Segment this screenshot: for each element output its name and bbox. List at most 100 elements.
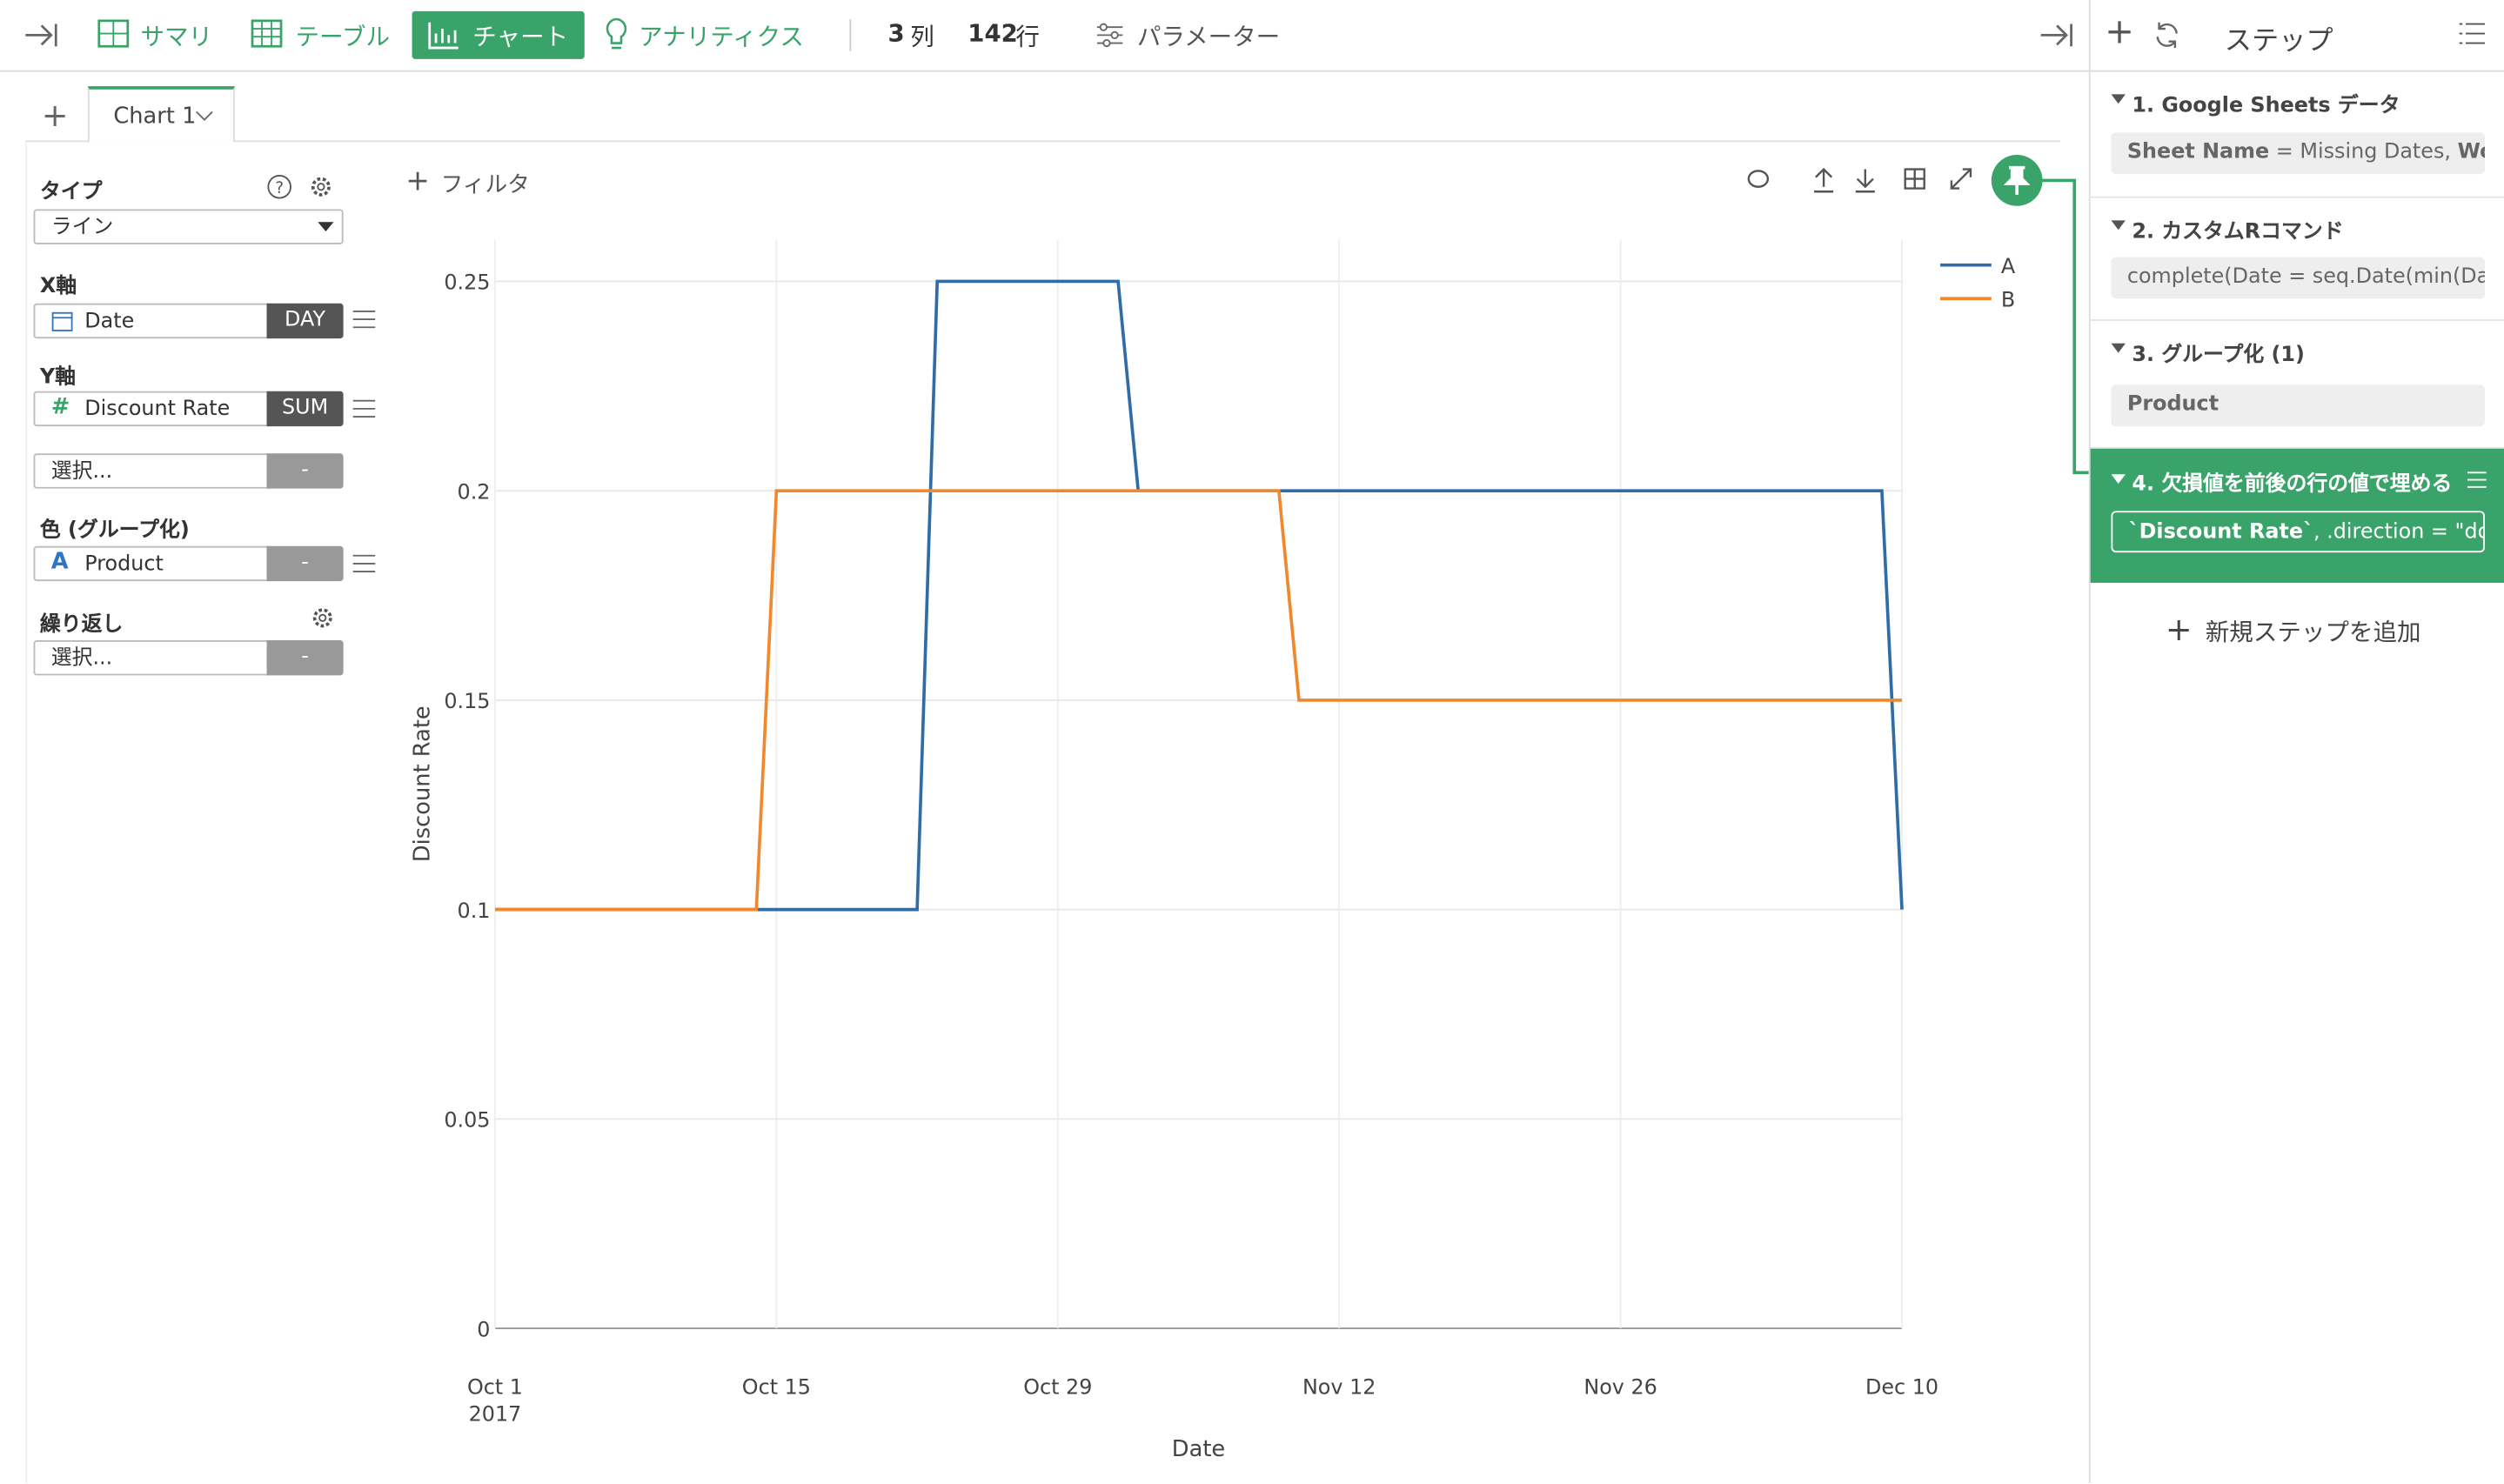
steps-title: ステップ xyxy=(2224,25,2333,58)
detail-text: complete(Date = seq.Date(min(Date… xyxy=(2126,264,2485,290)
add-step-plus[interactable]: + xyxy=(2165,610,2193,649)
select-caret xyxy=(318,222,334,232)
chart-actions[interactable] xyxy=(1741,163,1980,197)
detail-key: Sheet Name xyxy=(2126,140,2270,165)
x-agg[interactable]: DAY xyxy=(266,303,344,339)
y-axis-label: Y軸 xyxy=(39,365,77,390)
menu-icon[interactable] xyxy=(352,310,376,329)
panel-line xyxy=(2090,70,2504,72)
table-icon xyxy=(251,19,283,48)
analytics-icon xyxy=(606,17,627,50)
y2-agg[interactable]: - xyxy=(266,453,344,489)
type-select[interactable]: ライン xyxy=(33,209,344,244)
repeat-field[interactable]: 選択... xyxy=(33,640,273,676)
panel-divider xyxy=(2088,0,2091,1484)
tab-line xyxy=(25,140,2060,143)
add-step[interactable]: + xyxy=(2105,12,2134,53)
filter[interactable]: フィルタ xyxy=(440,172,530,198)
collapse-icon[interactable] xyxy=(23,19,61,51)
legend-label: B xyxy=(2001,287,2015,311)
x-tick-label: Nov 26 xyxy=(1583,1374,1657,1399)
column-unit: 列 xyxy=(910,22,934,51)
menu-icon[interactable] xyxy=(352,399,376,418)
step-detail: Product xyxy=(2111,384,2485,427)
type-label: タイプ xyxy=(39,180,103,204)
step-title[interactable]: 2. カスタムRコマンド xyxy=(2132,220,2344,244)
pin-connector[interactable] xyxy=(1990,153,2089,476)
y-tick-label: 0.15 xyxy=(444,689,490,713)
x-tick-line: Oct 29 xyxy=(1023,1374,1092,1399)
repeat-agg[interactable]: - xyxy=(266,640,344,676)
x-tick-label: Dec 10 xyxy=(1865,1374,1938,1399)
chart-tab-label[interactable]: Chart 1 xyxy=(113,104,197,130)
tab-chart[interactable]: チャート xyxy=(472,22,569,51)
x-tick-line: Oct 1 xyxy=(467,1374,523,1399)
summary-icon xyxy=(97,19,130,48)
list-icon[interactable] xyxy=(2459,23,2485,45)
step[interactable]: 1. Google Sheets データ Sheet Name = Missin… xyxy=(2090,72,2504,198)
x-tick-line: Nov 26 xyxy=(1583,1374,1657,1399)
menu-icon[interactable] xyxy=(2467,471,2487,488)
tab-analytics[interactable]: アナリティクス xyxy=(639,22,804,51)
color-field[interactable]: Product xyxy=(33,545,273,582)
x-field[interactable]: Date xyxy=(33,303,273,339)
text-icon: A xyxy=(50,549,69,575)
y-tick-label: 0.1 xyxy=(458,899,491,923)
tab-summary[interactable]: サマリ xyxy=(140,22,213,51)
y-tick-label: 0 xyxy=(477,1317,490,1341)
step-detail: complete(Date = seq.Date(min(Date… xyxy=(2111,257,2485,299)
step-detail: `Discount Rate`, .direction = "down" xyxy=(2111,511,2485,553)
x-axis-label: X軸 xyxy=(39,274,77,299)
caret xyxy=(2111,474,2126,485)
y-agg[interactable]: SUM xyxy=(266,391,344,427)
step-active[interactable]: 4. 欠損値を前後の行の値で埋める `Discount Rate`, .dire… xyxy=(2090,448,2504,583)
color-agg[interactable]: - xyxy=(266,545,344,582)
line-series xyxy=(494,279,1904,912)
add-step-button[interactable]: 新規ステップを追加 xyxy=(2205,618,2421,647)
x-tick-line: Dec 10 xyxy=(1865,1374,1938,1399)
parameter-icon xyxy=(1096,23,1123,48)
x-tick-label: Oct 29 xyxy=(1023,1374,1092,1399)
chart-panel xyxy=(25,142,2062,1484)
type-icons[interactable]: ? xyxy=(265,172,338,201)
toolbar xyxy=(0,0,2504,72)
x-tick-line: Nov 12 xyxy=(1302,1374,1376,1399)
step[interactable]: 3. グループ化 (1) Product xyxy=(2090,321,2504,449)
menu-icon[interactable] xyxy=(352,554,376,573)
legend-label: A xyxy=(2001,254,2016,278)
y-tick-label: 0.25 xyxy=(444,271,490,295)
color-label: 色 (グループ化) xyxy=(39,518,190,544)
number-icon: # xyxy=(50,394,70,420)
tab-chart-active[interactable] xyxy=(412,10,585,59)
x-tick-label: Oct 15 xyxy=(742,1374,811,1399)
add-tab[interactable]: + xyxy=(41,96,69,135)
y2-field[interactable]: 選択... xyxy=(33,453,273,489)
x-axis-title: Date xyxy=(1172,1436,1225,1462)
step-title[interactable]: 4. 欠損値を前後の行の値で埋める xyxy=(2132,472,2453,497)
step[interactable]: 2. カスタムRコマンド complete(Date = seq.Date(mi… xyxy=(2090,198,2504,321)
parameters[interactable]: パラメーター xyxy=(1136,22,1281,51)
x-tick-line: 2017 xyxy=(469,1402,522,1427)
step-title[interactable]: 3. グループ化 (1) xyxy=(2132,343,2305,368)
date-icon xyxy=(51,311,73,331)
gear-icon[interactable] xyxy=(308,604,337,632)
caret xyxy=(2111,220,2126,231)
column-count: 3 xyxy=(887,19,905,49)
step-detail: Sheet Name = Missing Dates, Wor… xyxy=(2111,132,2485,175)
y-axis-title: Discount Rate xyxy=(410,705,436,862)
y-tick-label: 0.05 xyxy=(444,1108,490,1133)
collapse-right-icon[interactable] xyxy=(2038,19,2076,51)
x-tick-line: Oct 15 xyxy=(742,1374,811,1399)
detail-key: Product xyxy=(2126,392,2219,418)
x-tick-label: Oct 1 2017 xyxy=(467,1374,523,1426)
step-title[interactable]: 1. Google Sheets データ xyxy=(2132,94,2400,118)
refresh-icon[interactable] xyxy=(2153,21,2181,50)
caret xyxy=(2111,94,2126,104)
repeat-label: 繰り返し xyxy=(39,612,124,638)
detail-text: , .direction = "down" xyxy=(2313,520,2483,545)
tab-table[interactable]: テーブル xyxy=(295,22,391,51)
filter-plus[interactable]: + xyxy=(405,164,430,198)
y-tick-label: 0.2 xyxy=(458,479,491,504)
